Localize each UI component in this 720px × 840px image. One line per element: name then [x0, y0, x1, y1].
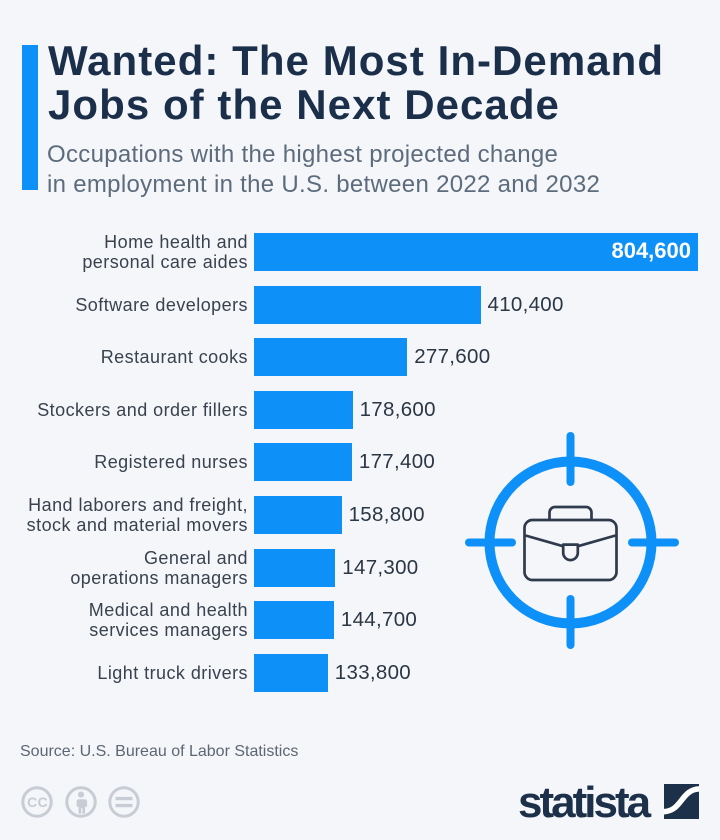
svg-text:CC: CC [27, 794, 48, 810]
